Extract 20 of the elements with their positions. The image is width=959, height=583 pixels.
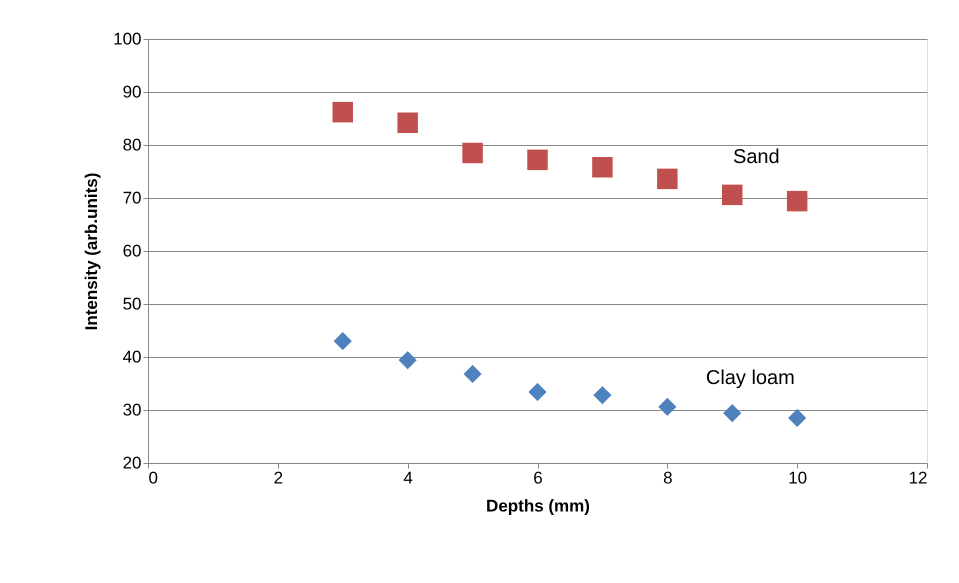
series-label: Sand bbox=[732, 146, 780, 168]
y-tick-label: 50 bbox=[122, 294, 142, 314]
y-axis-title: Intensity (arb.units) bbox=[82, 172, 102, 330]
x-tick-label: 8 bbox=[663, 468, 673, 488]
y-tick-label: 80 bbox=[122, 136, 142, 154]
y-tick-label: 30 bbox=[122, 400, 142, 420]
x-tick-label: 0 bbox=[148, 468, 158, 488]
y-tick-label: 70 bbox=[122, 188, 142, 208]
y-tick-label: 60 bbox=[122, 242, 142, 260]
y-tick-label: 40 bbox=[122, 348, 142, 366]
x-tick-label: 2 bbox=[274, 468, 284, 488]
series-label: Clay loam bbox=[706, 366, 795, 389]
x-tick-label: 4 bbox=[403, 468, 413, 488]
x-tick-label: 6 bbox=[533, 468, 543, 488]
x-tick-label: 12 bbox=[908, 468, 928, 488]
y-tick-label: 20 bbox=[122, 454, 142, 472]
x-tick-label: 10 bbox=[788, 468, 808, 488]
x-axis-title: Depths (mm) bbox=[486, 496, 590, 516]
y-tick-label: 90 bbox=[122, 82, 142, 102]
y-tick-label: 100 bbox=[113, 30, 142, 48]
